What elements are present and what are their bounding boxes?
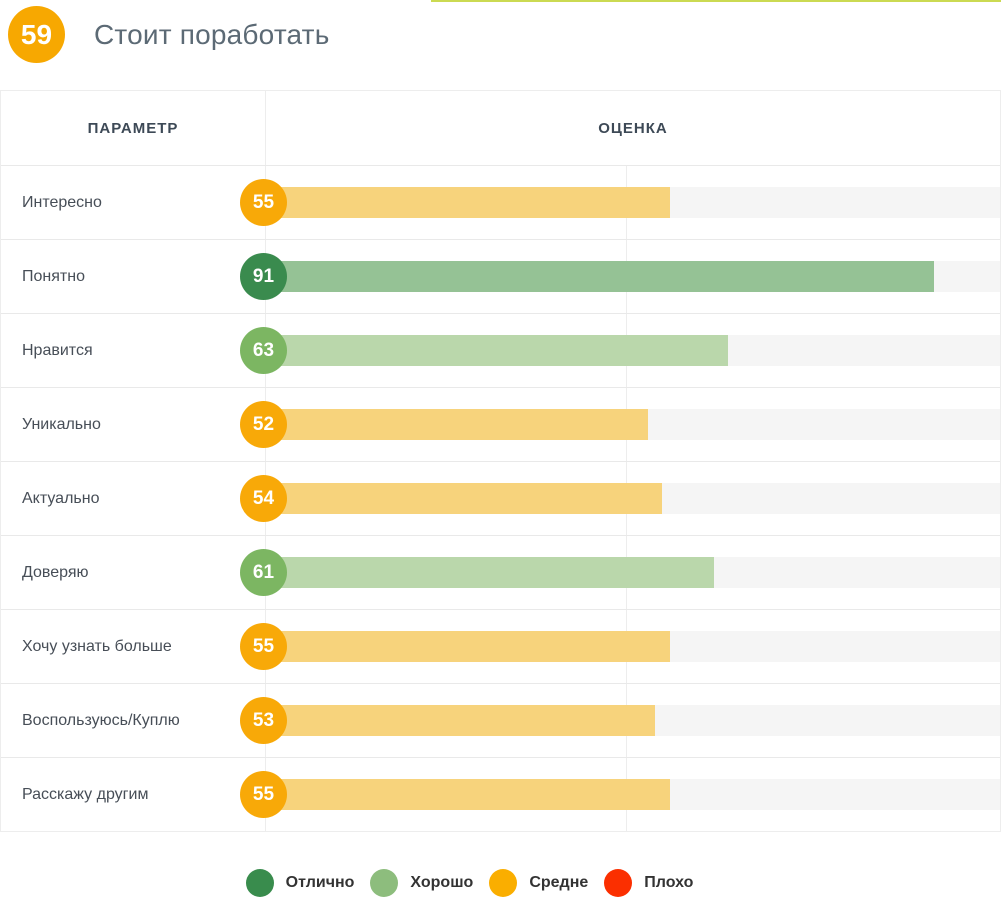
score-bar-fill bbox=[266, 557, 714, 588]
table-row: Понятно 91 bbox=[1, 240, 1000, 314]
legend-item-average: Средне bbox=[489, 869, 588, 897]
parameter-label: Расскажу другим bbox=[1, 758, 266, 831]
table-row: Воспользуюсь/Куплю 53 bbox=[1, 684, 1000, 758]
parameter-label: Нравится bbox=[1, 314, 266, 387]
score-bar-track bbox=[266, 779, 1000, 810]
parameter-label: Доверяю bbox=[1, 536, 266, 609]
table-row: Актуально 54 bbox=[1, 462, 1000, 536]
table-row: Расскажу другим 55 bbox=[1, 758, 1000, 831]
column-header-score: ОЦЕНКА bbox=[598, 119, 668, 137]
score-bar-track bbox=[266, 335, 1000, 366]
score-bar-track bbox=[266, 187, 1000, 218]
table-header-row: ПАРАМЕТР ОЦЕНКА bbox=[1, 91, 1000, 166]
parameter-label: Актуально bbox=[1, 462, 266, 535]
column-header-parameter: ПАРАМЕТР bbox=[1, 91, 266, 165]
legend-dot-average bbox=[489, 869, 518, 897]
page-header: 59 Стоит поработать bbox=[8, 6, 330, 63]
score-bar-track bbox=[266, 261, 1000, 292]
score-value-badge: 55 bbox=[240, 179, 287, 226]
score-value-badge: 63 bbox=[240, 327, 287, 374]
legend-label: Отлично bbox=[285, 874, 355, 891]
score-bar-fill bbox=[266, 631, 670, 662]
score-value-badge: 55 bbox=[240, 771, 287, 818]
score-bar-fill bbox=[266, 409, 648, 440]
legend-dot-good bbox=[370, 869, 399, 897]
score-bar-fill bbox=[266, 779, 670, 810]
score-bar-fill bbox=[266, 705, 656, 736]
score-value-badge: 55 bbox=[240, 623, 287, 670]
score-value-badge: 91 bbox=[240, 253, 287, 300]
parameter-label: Интересно bbox=[1, 166, 266, 239]
table-row: Уникально 52 bbox=[1, 388, 1000, 462]
legend-dot-bad bbox=[604, 869, 633, 897]
parameter-label: Хочу узнать больше bbox=[1, 610, 266, 683]
score-bar-fill bbox=[266, 335, 729, 366]
parameter-label: Уникально bbox=[1, 388, 266, 461]
score-bar-fill bbox=[266, 483, 663, 514]
score-value-badge: 53 bbox=[240, 697, 287, 744]
score-bar-track bbox=[266, 557, 1000, 588]
score-value-badge: 61 bbox=[240, 549, 287, 596]
score-bar-track bbox=[266, 409, 1000, 440]
legend: Отлично Хорошо Средне Плохо bbox=[0, 869, 1001, 897]
parameter-label: Воспользуюсь/Куплю bbox=[1, 684, 266, 757]
top-accent-line bbox=[431, 0, 1001, 2]
legend-label: Средне bbox=[529, 874, 589, 891]
legend-label: Плохо bbox=[644, 874, 694, 891]
legend-item-excellent: Отлично bbox=[245, 869, 355, 897]
score-bar-track bbox=[266, 705, 1000, 736]
legend-dot-excellent bbox=[245, 869, 274, 897]
table-row: Интересно 55 bbox=[1, 166, 1000, 240]
overall-score-badge: 59 bbox=[8, 6, 65, 63]
score-value-badge: 52 bbox=[240, 401, 287, 448]
legend-item-bad: Плохо bbox=[604, 869, 693, 897]
legend-label: Хорошо bbox=[410, 874, 474, 891]
score-bar-fill bbox=[266, 187, 670, 218]
table-row: Нравится 63 bbox=[1, 314, 1000, 388]
score-value-badge: 54 bbox=[240, 475, 287, 522]
score-bar-track bbox=[266, 631, 1000, 662]
score-bar-track bbox=[266, 483, 1000, 514]
legend-item-good: Хорошо bbox=[370, 869, 473, 897]
table-row: Доверяю 61 bbox=[1, 536, 1000, 610]
parameter-label: Понятно bbox=[1, 240, 266, 313]
ratings-table: ПАРАМЕТР ОЦЕНКА Интересно 55 Понятно 91 … bbox=[0, 90, 1001, 832]
score-bar-fill bbox=[266, 261, 934, 292]
table-row: Хочу узнать больше 55 bbox=[1, 610, 1000, 684]
page-title: Стоит поработать bbox=[94, 18, 330, 50]
